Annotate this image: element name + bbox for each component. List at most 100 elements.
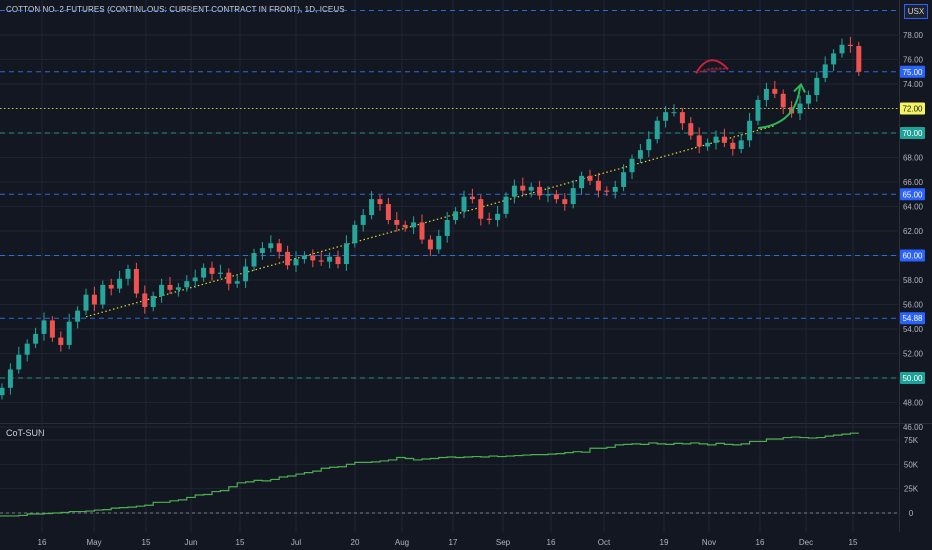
candle-body (688, 123, 694, 136)
candle-body (142, 293, 148, 307)
candle-body (579, 175, 585, 189)
candle-body (444, 219, 450, 236)
candle-body (226, 272, 232, 284)
level-label: 75.00 (902, 68, 923, 77)
candle-body (553, 194, 559, 200)
candle-body (125, 268, 131, 279)
x-tick-label: May (86, 538, 101, 547)
candle-body (352, 224, 358, 244)
candle-body (108, 284, 114, 289)
candle-body (629, 158, 635, 173)
candle-body (528, 186, 534, 191)
y-tick-label: 46.00 (903, 423, 924, 432)
sub-y-tick-label: 25K (904, 485, 919, 494)
candle-body (268, 243, 274, 249)
candle-body (360, 215, 366, 225)
candle-body (763, 88, 769, 100)
candle-body (780, 93, 786, 108)
candle-body (159, 284, 165, 296)
candle-body (486, 218, 492, 220)
axes: 16 May 15 Jun 15 Jul 20 Aug 17 Sep 16 Oct 19 Nov 16 Dec… (38, 31, 925, 547)
y-tick-label: 68.00 (903, 154, 924, 163)
candle-body (721, 136, 727, 143)
candle-body (100, 284, 106, 305)
level-label: 60.00 (902, 252, 923, 261)
candles (0, 36, 862, 400)
x-tick-label: 19 (660, 538, 669, 547)
candle-body (192, 277, 198, 282)
y-tick-label: 58.00 (903, 276, 924, 285)
candle-body (738, 140, 744, 149)
candle-body (243, 266, 249, 282)
x-tick-label: Nov (702, 538, 716, 547)
candle-body (184, 281, 190, 288)
x-tick-label: Oct (598, 538, 611, 547)
candle-body (679, 112, 685, 124)
candle-body (478, 199, 484, 219)
candle-body (595, 180, 601, 191)
x-tick-label: 15 (142, 538, 151, 547)
candle-body (385, 204, 391, 220)
candle-body (276, 243, 282, 252)
y-tick-label: 56.00 (903, 301, 924, 310)
candle-body (402, 224, 408, 228)
candle-body (0, 387, 5, 396)
x-tick-label: 15 (849, 538, 858, 547)
candle-body (394, 219, 400, 225)
candle-body (822, 64, 828, 78)
candle-body (293, 259, 299, 266)
x-tick-label: Sep (496, 538, 511, 547)
candle-body (587, 175, 593, 181)
level-label-box (900, 188, 925, 201)
candle-body (83, 294, 89, 311)
candle-body (58, 337, 64, 345)
arrow-head (793, 82, 806, 93)
candle-body (511, 185, 517, 197)
candle-body (167, 284, 173, 290)
x-tick-label: 16 (547, 538, 556, 547)
cot-line (0, 432, 859, 517)
candle-body (654, 120, 660, 140)
candle-body (133, 268, 139, 294)
candle-body (75, 310, 81, 322)
annotations (695, 59, 806, 130)
y-tick-label: 64.00 (903, 203, 924, 212)
level-label: 72.00 (902, 105, 923, 114)
candle-body (41, 320, 47, 334)
y-tick-label: 62.00 (903, 227, 924, 236)
level-label: 70.00 (902, 129, 923, 138)
arrow-annotation (757, 86, 801, 130)
candle-body (66, 321, 72, 345)
y-tick-label: 76.00 (903, 56, 924, 65)
candle-body (369, 199, 375, 216)
currency-button[interactable]: USX (904, 4, 928, 19)
candle-body (217, 272, 223, 274)
curve-annotation-inner (695, 67, 729, 74)
candle-body (24, 343, 30, 355)
candle-body (772, 88, 778, 94)
candle-body (343, 243, 349, 265)
candle-body (427, 239, 433, 250)
x-tick-label: 15 (236, 538, 245, 547)
candle-body (747, 120, 753, 141)
level-label-box (900, 65, 925, 78)
trendline (85, 125, 775, 318)
y-tick-label: 74.00 (903, 80, 924, 89)
x-tick-label: 17 (449, 538, 458, 547)
candle-body (150, 295, 156, 307)
sub-y-tick-label: 50K (904, 460, 919, 469)
x-tick-label: 16 (756, 538, 765, 547)
y-tick-label: 52.00 (903, 350, 924, 359)
level-label: 54.88 (902, 314, 923, 323)
candle-body (377, 199, 383, 205)
x-tick-label: Jul (291, 538, 301, 547)
candle-body (856, 46, 862, 72)
sub-chart (0, 432, 898, 517)
candle-body (814, 77, 820, 96)
curve-annotation (695, 59, 729, 74)
candle-body (537, 186, 543, 196)
candle-body (847, 44, 853, 47)
candle-body (436, 235, 442, 250)
level-label-box (900, 249, 925, 262)
